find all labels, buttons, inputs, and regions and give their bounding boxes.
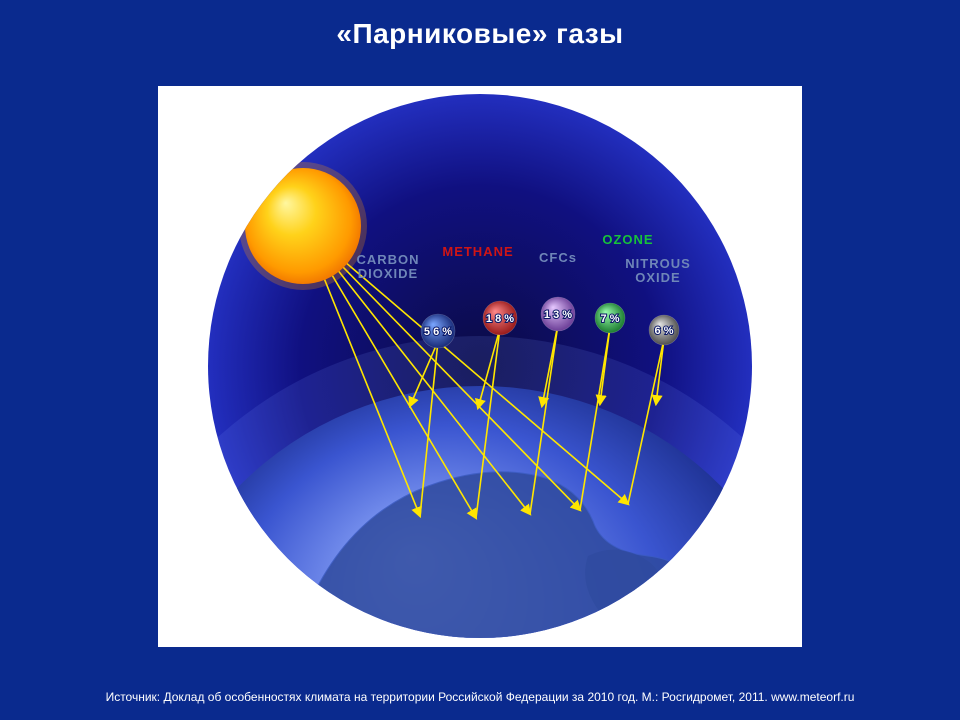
svg-text:6 %: 6 % [655,325,674,337]
svg-text:METHANE: METHANE [442,244,513,259]
svg-text:OZONE: OZONE [602,232,653,247]
svg-text:NITROUS: NITROUS [625,256,691,271]
svg-text:DIOXIDE: DIOXIDE [358,266,418,281]
svg-text:CFCs: CFCs [539,250,577,265]
svg-text:1 8 %: 1 8 % [486,313,514,325]
svg-text:7 %: 7 % [601,313,620,325]
diagram-panel: 5 6 % CARBONDIOXIDE 1 8 % METHANE 1 3 % CFCs 7… [158,86,802,647]
svg-text:5 6 %: 5 6 % [424,326,452,338]
slide: «Парниковые» газы 5 6 % CARBONDIOXIDE 1 8 … [0,0,960,720]
greenhouse-diagram: 5 6 % CARBONDIOXIDE 1 8 % METHANE 1 3 % CFCs 7… [158,86,802,647]
svg-text:OXIDE: OXIDE [635,270,680,285]
source-footer: Источник: Доклад об особенностях климата… [0,690,960,704]
svg-text:1 3 %: 1 3 % [544,309,572,321]
slide-title: «Парниковые» газы [0,18,960,50]
svg-text:CARBON: CARBON [356,252,419,267]
